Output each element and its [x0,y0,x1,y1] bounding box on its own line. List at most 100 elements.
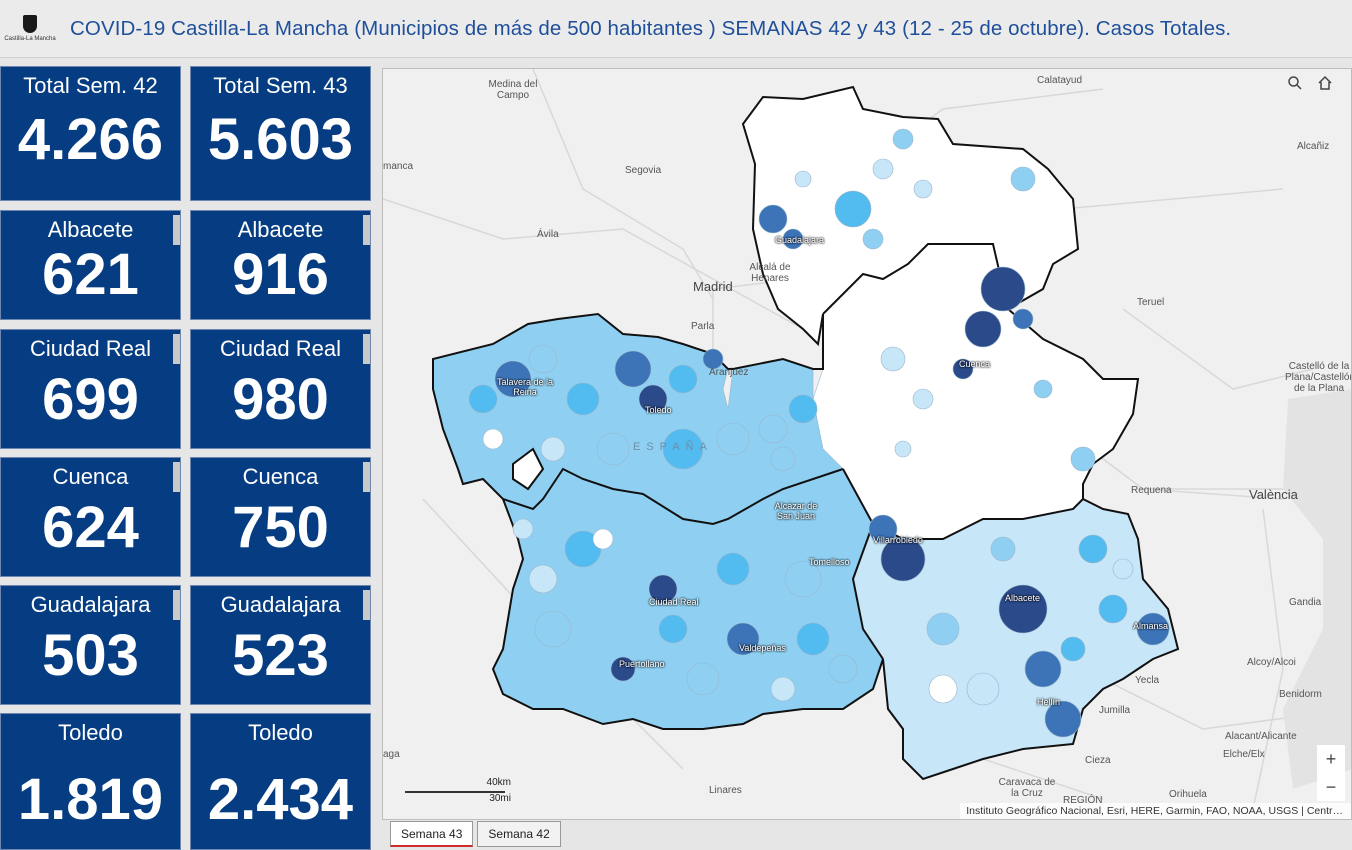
municipality-patch[interactable] [980,266,1026,312]
municipality-patch[interactable] [834,190,872,228]
zoom-in-button[interactable]: + [1317,745,1345,773]
municipality-patch[interactable] [534,610,572,648]
municipality-patch[interactable] [528,344,558,374]
municipality-patch[interactable] [494,360,532,398]
municipality-patch[interactable] [668,364,698,394]
municipality-patch[interactable] [998,584,1048,634]
municipality-patch[interactable] [638,384,668,414]
map-view[interactable]: Medina del Campo Calatayud Alcañiz manca… [382,68,1352,820]
scrollbar[interactable] [363,334,370,364]
logo-text: Castilla-La Mancha [4,36,56,42]
municipality-patch[interactable] [770,676,796,702]
municipality-patch[interactable] [540,436,566,462]
municipality-patch[interactable] [913,179,933,199]
municipality-patch[interactable] [912,388,934,410]
label-valencia: València [1249,487,1298,502]
scrollbar[interactable] [173,215,180,245]
municipality-patch[interactable] [990,536,1016,562]
map-attribution[interactable]: Instituto Geográfico Nacional, Esri, HER… [960,803,1351,819]
municipality-patch[interactable] [716,552,750,586]
municipality-patch[interactable] [528,564,558,594]
scrollbar[interactable] [363,462,370,492]
basemap-svg [383,69,1351,810]
municipality-patch[interactable] [784,560,822,598]
province-cuenca[interactable] [812,243,1139,540]
card-ciudadreal-week43: Ciudad Real 980 [190,329,371,449]
municipality-patch[interactable] [512,518,534,540]
municipality-patch[interactable] [1098,594,1128,624]
municipality-patch[interactable] [662,428,704,470]
label-alcala-de-henares: Alcalá de Henares [749,262,791,284]
card-value: 503 [42,623,139,688]
municipality-patch[interactable] [872,158,894,180]
city-puertollano: Puertollano [619,659,665,669]
municipality-patch[interactable] [614,350,652,388]
municipality-patch[interactable] [868,514,898,544]
municipality-patch[interactable] [658,614,688,644]
municipality-patch[interactable] [758,414,788,444]
search-icon [1288,76,1302,90]
card-total-week42: Total Sem. 42 4.266 [0,66,181,201]
municipality-patch[interactable] [592,528,614,550]
municipality-patch[interactable] [788,394,818,424]
home-button[interactable] [1317,75,1345,103]
card-toledo-week43: Toledo 2.434 [190,713,371,850]
municipality-patch[interactable] [1010,166,1036,192]
municipality-patch[interactable] [610,656,636,682]
municipality-patch[interactable] [928,674,958,704]
municipality-patch[interactable] [880,346,906,372]
municipality-patch[interactable] [964,310,1002,348]
municipality-patch[interactable] [952,358,974,380]
city-almansa: Almansa [1133,621,1169,631]
municipality-patch[interactable] [702,348,724,370]
municipality-patch[interactable] [1112,558,1134,580]
tab-bar: Semana 43 Semana 42 [390,821,561,849]
scrollbar[interactable] [363,590,370,620]
municipality-patch[interactable] [880,536,926,582]
municipality-patch[interactable] [1044,700,1082,738]
municipality-patch[interactable] [1078,534,1108,564]
municipality-patch[interactable] [686,662,720,696]
municipality-patch[interactable] [894,440,912,458]
municipality-patch[interactable] [796,622,830,656]
tab-semana-42[interactable]: Semana 42 [477,821,561,847]
municipality-patch[interactable] [1070,446,1096,472]
search-button[interactable] [1287,75,1315,103]
municipality-patch[interactable] [1136,612,1170,646]
municipality-patch[interactable] [596,432,630,466]
municipality-patch[interactable] [770,446,796,472]
scrollbar[interactable] [173,334,180,364]
municipality-patch[interactable] [1024,650,1062,688]
municipality-patch[interactable] [566,382,600,416]
label-aga: aga [383,749,400,760]
municipality-patch[interactable] [726,622,760,656]
municipality-patch[interactable] [1033,379,1053,399]
scale-line [405,791,505,793]
label-jumilla: Jumilla [1099,705,1131,716]
municipality-patch[interactable] [794,170,812,188]
municipality-patch[interactable] [862,228,884,250]
municipality-patch[interactable] [892,128,914,150]
municipality-patch[interactable] [782,228,804,250]
scrollbar[interactable] [173,462,180,492]
tab-semana-43[interactable]: Semana 43 [390,821,474,847]
municipality-patch[interactable] [468,384,498,414]
municipality-patch[interactable] [1012,308,1034,330]
scrollbar[interactable] [173,590,180,620]
municipality-patch[interactable] [828,654,858,684]
zoom-out-button[interactable]: − [1317,773,1345,801]
home-icon [1318,75,1332,90]
municipality-patch[interactable] [926,612,960,646]
municipality-patch[interactable] [758,204,788,234]
city-valdepenas: Valdepeñas [739,643,786,653]
municipality-patch[interactable] [1060,636,1086,662]
label-castello: Castelló de la Plana/Castellón de la Pla… [1285,361,1352,394]
scrollbar[interactable] [363,215,370,245]
municipality-patch[interactable] [482,428,504,450]
label-parla: Parla [691,321,715,332]
municipality-patch[interactable] [648,574,678,604]
card-label: Toledo [58,720,123,745]
municipality-patch[interactable] [716,422,750,456]
card-value: 624 [42,495,139,560]
municipality-patch[interactable] [966,672,1000,706]
